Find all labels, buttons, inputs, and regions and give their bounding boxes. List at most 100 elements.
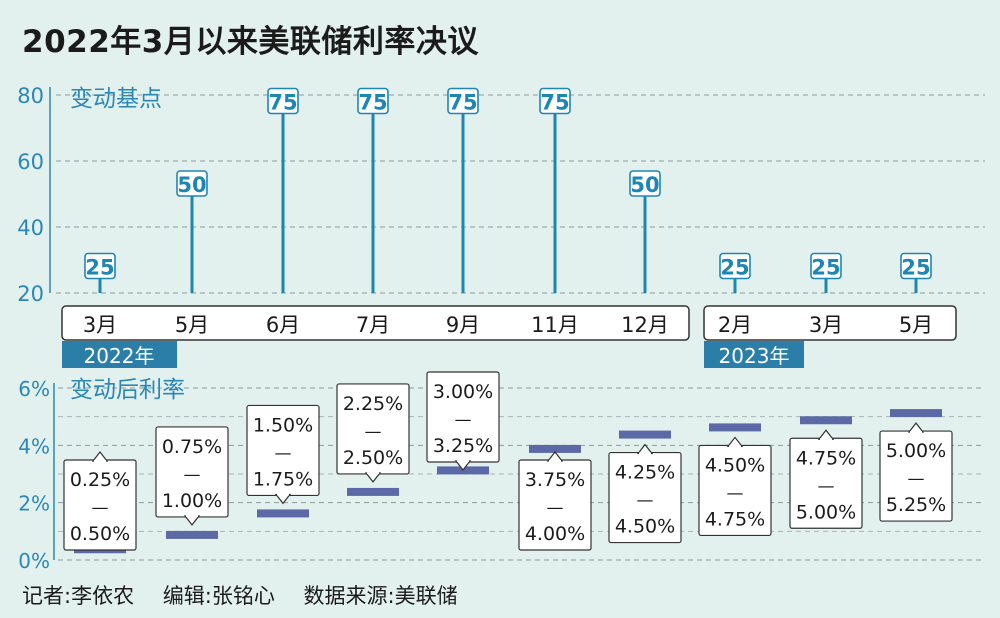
rate-bar bbox=[166, 530, 218, 539]
rate-high-label: 0.50% bbox=[70, 523, 130, 545]
chart-title: 变动后利率 bbox=[70, 377, 185, 403]
basis-points-chart: 20 40 60 80 变动基点 25 50 75 75 75 75 50 25 25 25 bbox=[17, 84, 985, 306]
source-credit: 数据来源:美联储 bbox=[303, 584, 458, 608]
rate-bar bbox=[619, 430, 671, 439]
rate-high-label: 4.50% bbox=[615, 516, 675, 538]
rate-low-label: 0.25% bbox=[70, 469, 130, 491]
x-tick-label: 6月 bbox=[266, 313, 300, 337]
bar-value-label: 75 bbox=[268, 91, 297, 115]
y-tick-label: 0% bbox=[18, 549, 50, 573]
bar-value-label: 75 bbox=[540, 91, 569, 115]
callout-pointer bbox=[274, 493, 292, 505]
rate-separator: — bbox=[365, 422, 382, 442]
bar-value-label: 50 bbox=[630, 173, 659, 197]
month-axis: 3月 5月 6月 7月 9月 11月 12月 2月 3月 5月 2022年 2023年 bbox=[61, 305, 957, 368]
rate-separator: — bbox=[727, 483, 744, 503]
rate-bar bbox=[257, 509, 309, 518]
callout-pointer bbox=[546, 451, 564, 462]
x-tick-label: 3月 bbox=[809, 313, 843, 337]
bar-value-box bbox=[719, 252, 751, 280]
main-title: 2022年3月以来美联储利率决议 bbox=[22, 24, 479, 60]
rate-low-label: 4.75% bbox=[796, 447, 856, 469]
bar-value-label: 25 bbox=[901, 256, 930, 280]
bar-value-label: 75 bbox=[448, 91, 477, 115]
y-tick-label: 6% bbox=[18, 377, 50, 401]
editor-credit: 编辑:张铭心 bbox=[162, 584, 275, 608]
bar-value-box bbox=[447, 87, 479, 115]
y-tick-label: 40 bbox=[17, 216, 44, 240]
rate-low-label: 5.00% bbox=[886, 440, 946, 462]
rate-high-label: 4.75% bbox=[705, 508, 765, 530]
bar-value-box bbox=[176, 170, 208, 197]
rate-separator: — bbox=[908, 469, 925, 489]
rate-bar bbox=[529, 444, 581, 453]
rate-low-label: 1.50% bbox=[253, 414, 313, 436]
year-tag-2023 bbox=[704, 341, 804, 368]
month-box-2022 bbox=[61, 305, 690, 341]
rate-high-label: 4.00% bbox=[525, 523, 585, 545]
rate-bar bbox=[347, 487, 399, 496]
y-tick-label: 20 bbox=[17, 282, 44, 306]
bar-value-box bbox=[267, 87, 299, 115]
rate-separator: — bbox=[818, 476, 835, 496]
rate-low-label: 2.25% bbox=[343, 393, 403, 415]
rate-high-label: 1.00% bbox=[162, 490, 222, 512]
bar-value-label: 75 bbox=[358, 91, 387, 115]
chart-title: 变动基点 bbox=[70, 86, 162, 112]
rate-separator: — bbox=[184, 465, 201, 485]
credits: 记者:李依农 编辑:张铭心 数据来源:美联储 bbox=[22, 580, 480, 610]
y-tick-label: 2% bbox=[18, 492, 50, 516]
rate-separator: — bbox=[275, 443, 292, 463]
callout-pointer bbox=[636, 443, 654, 455]
x-tick-label: 5月 bbox=[175, 313, 209, 337]
bar-value-label: 25 bbox=[720, 256, 749, 280]
rate-high-label: 5.25% bbox=[886, 494, 946, 516]
bar-value-box bbox=[357, 87, 389, 115]
rate-bar bbox=[800, 416, 852, 425]
year-label: 2022年 bbox=[84, 344, 155, 368]
rate-high-label: 2.50% bbox=[343, 447, 403, 469]
rate-low-label: 3.75% bbox=[525, 469, 585, 491]
rate-low-label: 0.75% bbox=[162, 436, 222, 458]
bar-value-box bbox=[629, 170, 661, 197]
callout-pointer bbox=[364, 472, 382, 483]
rate-separator: — bbox=[637, 491, 654, 511]
month-box-2023 bbox=[703, 305, 957, 341]
year-tag-2022 bbox=[62, 341, 177, 368]
year-label: 2023年 bbox=[719, 344, 790, 368]
callout-pointer bbox=[726, 436, 744, 448]
bar-value-label: 25 bbox=[811, 256, 840, 280]
x-tick-label: 7月 bbox=[356, 313, 390, 337]
x-tick-label: 12月 bbox=[621, 313, 669, 337]
bar-value-label: 50 bbox=[177, 173, 206, 197]
rate-separator: — bbox=[547, 498, 564, 518]
callout-pointer bbox=[907, 422, 925, 433]
rate-high-label: 5.00% bbox=[796, 501, 856, 523]
callout-pointer bbox=[817, 429, 835, 440]
rate-high-label: 1.75% bbox=[253, 468, 313, 490]
x-tick-label: 11月 bbox=[531, 313, 579, 337]
bar-value-box bbox=[900, 252, 932, 280]
callout-pointer bbox=[91, 451, 109, 462]
callout-pointer bbox=[183, 515, 201, 526]
bar-value-box bbox=[84, 252, 116, 280]
rate-bar bbox=[709, 423, 761, 432]
x-tick-label: 5月 bbox=[899, 313, 933, 337]
rate-high-label: 3.25% bbox=[433, 435, 493, 457]
y-tick-label: 80 bbox=[17, 84, 44, 108]
reporter-credit: 记者:李依农 bbox=[22, 584, 135, 608]
rate-low-label: 4.25% bbox=[615, 462, 675, 484]
rate-low-label: 4.50% bbox=[705, 454, 765, 476]
x-tick-label: 3月 bbox=[83, 313, 117, 337]
y-tick-label: 60 bbox=[17, 150, 44, 174]
bar-value-box bbox=[539, 87, 571, 115]
rate-chart: 0% 2% 4% 6% 变动后利率 0.25% — 0.50% 0.75% — 1.00% 1.50%… bbox=[18, 371, 985, 573]
rate-low-label: 3.00% bbox=[433, 381, 493, 403]
bar-value-box bbox=[810, 252, 842, 280]
y-tick-label: 4% bbox=[18, 434, 50, 458]
rate-bar bbox=[890, 409, 942, 418]
bar-value-label: 25 bbox=[85, 256, 114, 280]
rate-separator: — bbox=[455, 410, 472, 430]
